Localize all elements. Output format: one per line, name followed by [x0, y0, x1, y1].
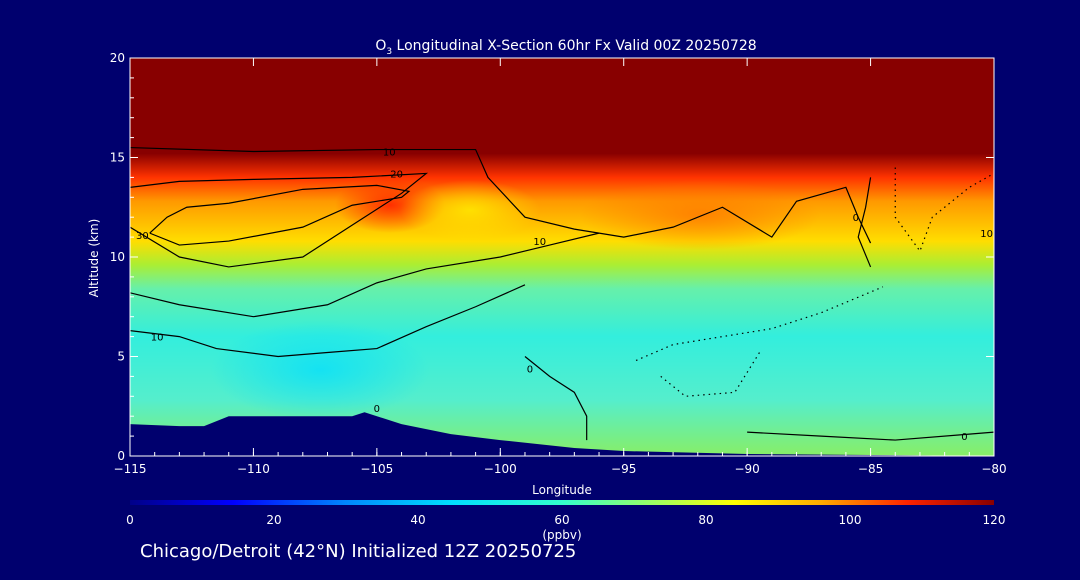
title-prefix: O [375, 38, 386, 54]
contour-label: 0 [374, 404, 380, 415]
contour-label: 10 [533, 237, 546, 248]
x-tick-label: −110 [237, 462, 270, 476]
y-axis-ticks: 0 5 10 15 20 [110, 51, 994, 463]
x-tick-label: −105 [360, 462, 393, 476]
colorbar-tick-label: 120 [983, 513, 1006, 527]
contour-label: 10 [980, 229, 993, 240]
contour-label: 0 [527, 364, 533, 375]
contour-label: 10 [383, 148, 396, 159]
y-tick-label: 20 [110, 51, 125, 65]
x-tick-label: −80 [981, 462, 1006, 476]
contour-line--10 [635, 286, 884, 362]
contour-label: 0 [961, 432, 967, 443]
colorbar-tick-label: 100 [839, 513, 862, 527]
x-tick-label: −85 [858, 462, 883, 476]
y-axis-label: Altitude (km) [87, 219, 101, 298]
contour-line-20 [130, 172, 429, 268]
colorbar-tick-label: 80 [698, 513, 713, 527]
contour-line-30 [149, 184, 411, 246]
x-tick-label: −90 [734, 462, 759, 476]
x-axis-ticks: −115 −110 −105 −100 −95 −90 −85 −80 [114, 58, 1007, 476]
plot-area: 10 20 30 10 10 0 0 10 0 0 [130, 58, 994, 456]
contour-labels: 10 20 30 10 10 0 0 10 0 0 [136, 148, 993, 444]
y-tick-label: 15 [110, 151, 125, 165]
x-tick-label: −115 [114, 462, 147, 476]
contour-label: 10 [151, 333, 164, 344]
chart-title: O3 Longitudinal X-Section 60hr Fx Valid … [375, 38, 756, 57]
contour-line-10 [130, 232, 600, 318]
contour-line-10 [130, 146, 872, 244]
colorbar-tick-label: 0 [126, 513, 134, 527]
contour-line--10 [660, 352, 760, 397]
contour-line-0 [857, 177, 872, 268]
colorbar [130, 500, 994, 505]
colorbar-tick-label: 20 [266, 513, 281, 527]
contour-line-0 [524, 356, 588, 441]
contour-line-10 [130, 284, 526, 358]
colorbar-tick-label: 40 [410, 513, 425, 527]
contour-line-0 [747, 431, 994, 441]
x-tick-label: −95 [611, 462, 636, 476]
ozone-low-west [210, 320, 430, 420]
x-axis-label: Longitude [532, 483, 592, 497]
x-tick-label: −100 [484, 462, 517, 476]
contour-label: 20 [390, 169, 403, 180]
contour-label: 30 [136, 231, 149, 242]
title-subscript: 3 [386, 47, 392, 57]
y-tick-label: 0 [117, 449, 125, 463]
title-rest: Longitudinal X-Section 60hr Fx Valid 00Z… [392, 38, 757, 54]
footer-init-info: Chicago/Detroit (42°N) Initialized 12Z 2… [140, 541, 577, 562]
contour-lines [130, 146, 994, 441]
y-tick-label: 10 [110, 250, 125, 264]
terrain-mask [130, 412, 994, 456]
y-tick-label: 5 [117, 350, 125, 364]
colorbar-unit-label: (ppbv) [542, 528, 581, 542]
ozone-high-east [580, 180, 820, 250]
colorbar-tick-label: 60 [554, 513, 569, 527]
colorbar-ticks: 0 20 40 60 80 100 120 [126, 513, 1005, 527]
contour-label: 0 [853, 213, 859, 224]
